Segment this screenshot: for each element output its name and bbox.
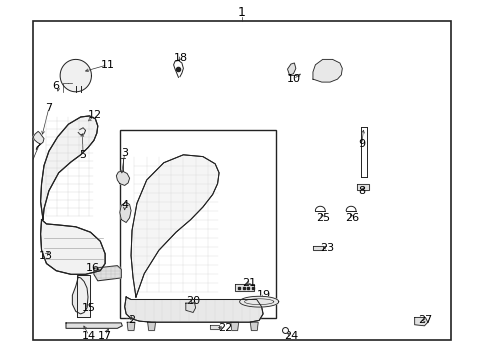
Polygon shape (131, 155, 219, 297)
Polygon shape (234, 284, 254, 291)
Polygon shape (41, 116, 98, 220)
Text: 5: 5 (80, 150, 86, 160)
Polygon shape (239, 296, 278, 307)
Text: 3: 3 (121, 148, 128, 158)
Text: 1: 1 (238, 6, 245, 19)
Text: 15: 15 (82, 303, 96, 313)
Text: 16: 16 (86, 263, 100, 273)
Polygon shape (312, 246, 322, 250)
Polygon shape (77, 275, 90, 317)
Text: 19: 19 (257, 290, 270, 300)
Text: 2: 2 (128, 315, 135, 325)
Polygon shape (250, 322, 258, 330)
Bar (33, 21, 450, 340)
Polygon shape (127, 322, 135, 330)
Bar (120, 130, 276, 318)
Text: 27: 27 (417, 315, 432, 325)
Polygon shape (230, 322, 238, 330)
Polygon shape (312, 59, 342, 82)
Text: 8: 8 (358, 186, 365, 196)
Text: 21: 21 (242, 278, 256, 288)
Polygon shape (185, 303, 195, 312)
Polygon shape (94, 266, 121, 281)
Text: 25: 25 (315, 213, 329, 223)
Polygon shape (66, 323, 122, 328)
Polygon shape (60, 59, 91, 92)
Polygon shape (72, 277, 88, 314)
Text: 9: 9 (358, 139, 365, 149)
Text: 10: 10 (286, 74, 300, 84)
Text: 26: 26 (345, 213, 358, 223)
Text: 11: 11 (101, 60, 114, 70)
Text: 12: 12 (88, 110, 102, 120)
Polygon shape (287, 63, 295, 75)
Text: 17: 17 (98, 330, 112, 341)
Polygon shape (210, 325, 219, 329)
Polygon shape (414, 318, 427, 326)
Text: 4: 4 (121, 200, 128, 210)
Polygon shape (41, 220, 105, 274)
Polygon shape (147, 322, 155, 330)
Text: 23: 23 (320, 243, 334, 253)
Text: 20: 20 (186, 296, 200, 306)
Text: 18: 18 (174, 53, 187, 63)
Polygon shape (356, 184, 368, 190)
Text: 14: 14 (82, 330, 96, 341)
Polygon shape (124, 297, 263, 322)
Text: 7: 7 (45, 103, 52, 113)
Text: 22: 22 (217, 323, 232, 333)
Polygon shape (33, 131, 44, 149)
Polygon shape (116, 171, 129, 185)
Text: 6: 6 (53, 81, 60, 91)
Text: 24: 24 (283, 330, 298, 341)
Text: 13: 13 (39, 251, 52, 261)
Polygon shape (120, 202, 131, 222)
